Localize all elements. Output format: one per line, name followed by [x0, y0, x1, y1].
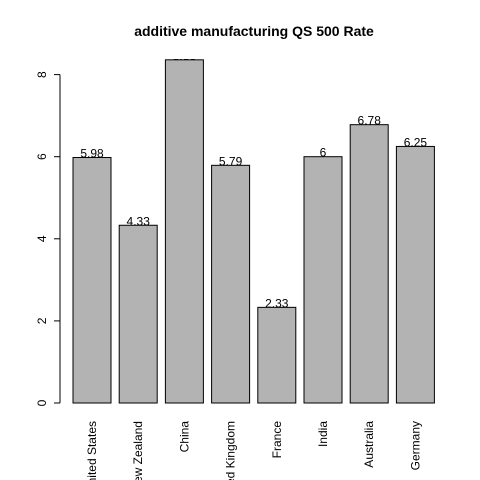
y-tick-label: 2 [35, 317, 49, 324]
data-label: 6 [320, 146, 327, 160]
y-tick-label: 6 [35, 153, 49, 160]
data-label: 5.98 [80, 147, 104, 161]
bar [349, 124, 389, 404]
data-label: 8.36 [173, 49, 197, 63]
y-axis: 0 2 4 6 8 [35, 71, 61, 406]
bar [303, 156, 343, 404]
data-label: 4.33 [127, 214, 151, 228]
category-label: United Kingdom [224, 421, 238, 480]
y-tick-label: 8 [35, 71, 49, 78]
data-label: 6.78 [358, 114, 382, 128]
category-label: United States [85, 421, 99, 480]
x-axis-labels: United States New Zealand China United King… [85, 421, 422, 480]
bar [72, 157, 112, 404]
data-label: 6.25 [404, 135, 428, 149]
data-label: 5.79 [219, 154, 243, 168]
category-label: China [177, 421, 191, 453]
category-label: India [316, 421, 330, 447]
category-label: Australia [362, 421, 376, 468]
bars-layer: 5.98 4.33 8.36 5.79 2.33 6 6.78 6.25 [72, 49, 435, 404]
category-label: New Zealand [131, 421, 145, 480]
bar [395, 145, 435, 404]
category-label: France [270, 421, 284, 459]
chart-title: additive manufacturing QS 500 Rate [134, 23, 374, 39]
y-tick-label: 4 [35, 235, 49, 242]
data-label: 2.33 [265, 296, 289, 310]
y-tick-label: 0 [35, 399, 49, 406]
bar [257, 306, 297, 404]
category-label: Germany [408, 421, 422, 470]
bar [164, 59, 204, 404]
bar [118, 224, 158, 404]
bar [211, 164, 251, 404]
